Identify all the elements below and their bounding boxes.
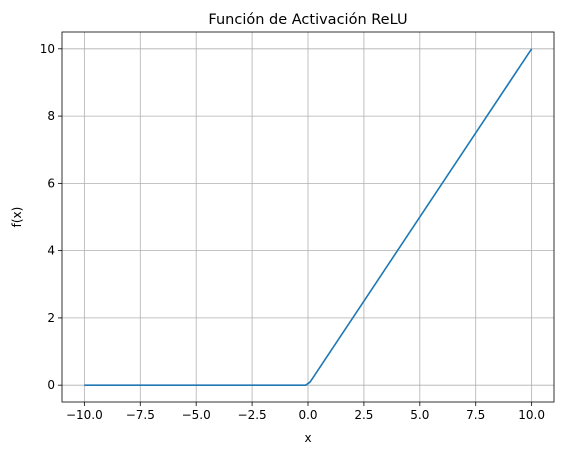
relu-series-line (84, 48, 533, 386)
chart-title: Función de Activación ReLU (208, 12, 407, 28)
y-tick-label: 6 (47, 176, 55, 190)
x-tick-label: −5.0 (182, 408, 211, 422)
y-tick-label: 4 (47, 244, 55, 258)
series-layer (84, 48, 533, 386)
x-tick-label: 10.0 (518, 408, 545, 422)
y-tick-label: 0 (47, 378, 55, 392)
y-axis: 0 2 4 6 8 10 (40, 42, 62, 392)
x-axis: −10.0 −7.5 −5.0 −2.5 0.0 2.5 5.0 7.5 10.0 (66, 402, 545, 422)
y-axis-label: f(x) (10, 207, 24, 228)
y-tick-label: 2 (47, 311, 55, 325)
y-tick-label: 10 (40, 42, 55, 56)
grid (62, 32, 554, 402)
x-tick-label: 7.5 (466, 408, 485, 422)
x-tick-label: −7.5 (126, 408, 155, 422)
x-tick-label: 5.0 (410, 408, 429, 422)
x-tick-label: 0.0 (298, 408, 317, 422)
x-tick-label: −10.0 (66, 408, 103, 422)
y-tick-label: 8 (47, 109, 55, 123)
x-tick-label: 2.5 (354, 408, 373, 422)
x-axis-label: x (304, 431, 311, 445)
x-tick-label: −2.5 (238, 408, 267, 422)
